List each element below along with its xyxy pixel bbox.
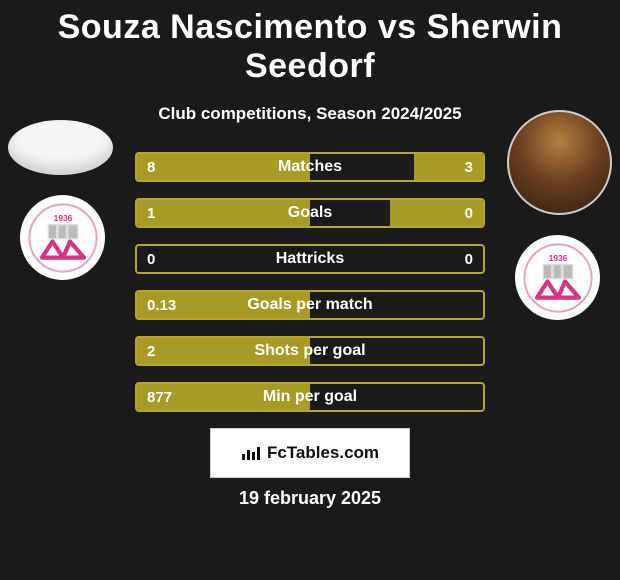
club-badge-right: 1936 [515, 235, 600, 320]
club-year-text: 1936 [53, 213, 72, 223]
stat-label: Goals [137, 200, 483, 226]
stat-row: 2Shots per goal [135, 336, 485, 366]
club-logo-icon: 1936 [523, 243, 593, 313]
stat-label: Min per goal [137, 384, 483, 410]
club-year-text: 1936 [548, 253, 567, 263]
club-logo-icon: 1936 [28, 203, 98, 273]
stat-label: Shots per goal [137, 338, 483, 364]
page-title: Souza Nascimento vs Sherwin Seedorf [0, 8, 620, 86]
brand-badge[interactable]: FcTables.com [210, 428, 410, 478]
stat-row: 877Min per goal [135, 382, 485, 412]
stat-row: 8Matches3 [135, 152, 485, 182]
stat-row: 1Goals0 [135, 198, 485, 228]
player-right: 1936 [507, 110, 612, 320]
stat-label: Hattricks [137, 246, 483, 272]
stat-value-right: 0 [465, 246, 473, 272]
avatar-left-placeholder [8, 120, 113, 175]
stat-value-right: 0 [465, 200, 473, 226]
brand-text: FcTables.com [267, 443, 379, 463]
stat-label: Goals per match [137, 292, 483, 318]
stat-row: 0Hattricks0 [135, 244, 485, 274]
stats-table: 8Matches31Goals00Hattricks00.13Goals per… [135, 152, 485, 412]
subtitle: Club competitions, Season 2024/2025 [0, 104, 620, 124]
stat-value-right: 3 [465, 154, 473, 180]
player-left: 1936 [8, 110, 113, 280]
brand-chart-icon [241, 445, 261, 461]
avatar-right [507, 110, 612, 215]
footer-date: 19 february 2025 [0, 488, 620, 509]
stat-row: 0.13Goals per match [135, 290, 485, 320]
stat-label: Matches [137, 154, 483, 180]
club-badge-left: 1936 [20, 195, 105, 280]
